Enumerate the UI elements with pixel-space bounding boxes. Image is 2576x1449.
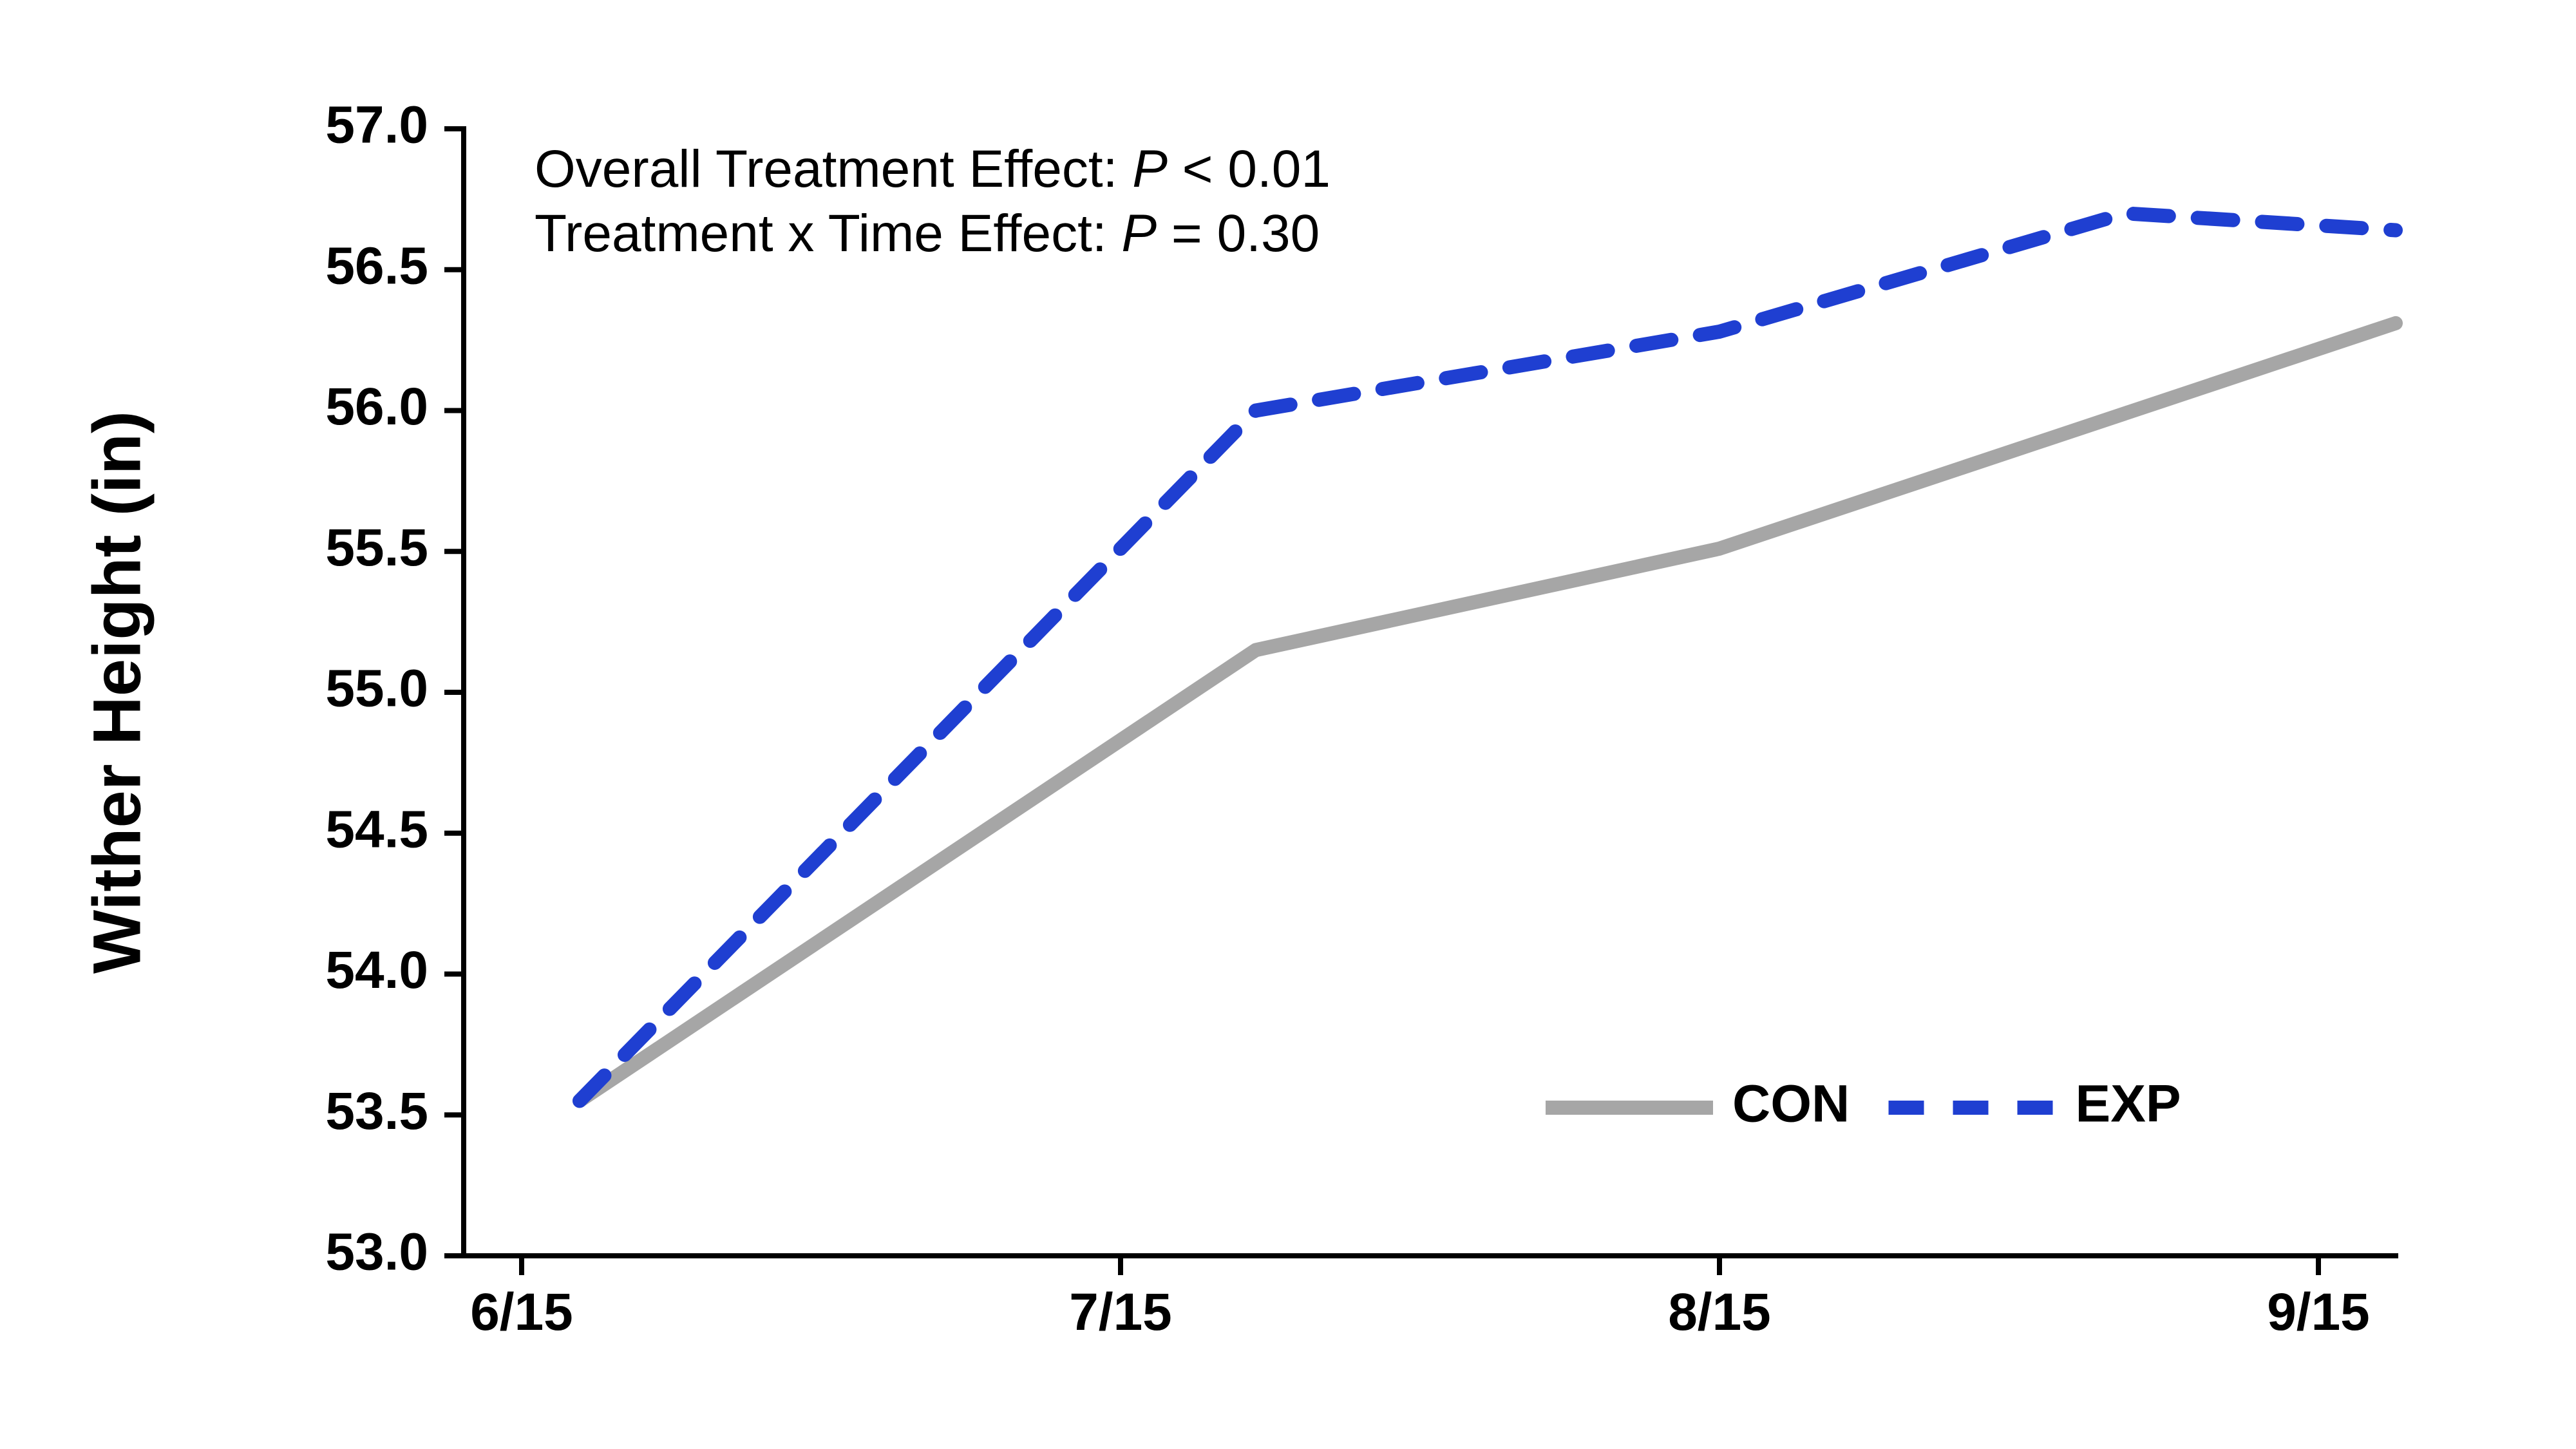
y-tick-label: 55.0	[325, 659, 428, 718]
y-tick-label: 53.0	[325, 1223, 428, 1282]
y-tick-label: 54.5	[325, 800, 428, 858]
y-tick-label: 57.0	[325, 96, 428, 155]
x-tick-label: 6/15	[470, 1283, 573, 1341]
legend-label-con: CON	[1732, 1075, 1850, 1133]
y-axis-title: Wither Height (in)	[80, 411, 155, 974]
wither-height-chart: 53.0 53.5 54.0 54.5 55.0 55.5 56.0 56.5 57.0 With…	[0, 0, 2576, 1449]
y-tick-label: 56.0	[325, 377, 428, 436]
y-tick-label: 56.5	[325, 236, 428, 295]
legend-label-exp: EXP	[2076, 1075, 2181, 1133]
y-tick-label: 54.0	[325, 941, 428, 999]
y-tick-label: 53.5	[325, 1082, 428, 1141]
x-tick-label: 7/15	[1069, 1283, 1172, 1341]
x-tick-label: 8/15	[1668, 1283, 1771, 1341]
y-tick-label: 55.5	[325, 518, 428, 577]
annotation-1: Treatment x Time Effect: P = 0.30	[535, 204, 1320, 263]
annotation-0: Overall Treatment Effect: P < 0.01	[535, 140, 1331, 198]
x-tick-label: 9/15	[2267, 1283, 2370, 1341]
